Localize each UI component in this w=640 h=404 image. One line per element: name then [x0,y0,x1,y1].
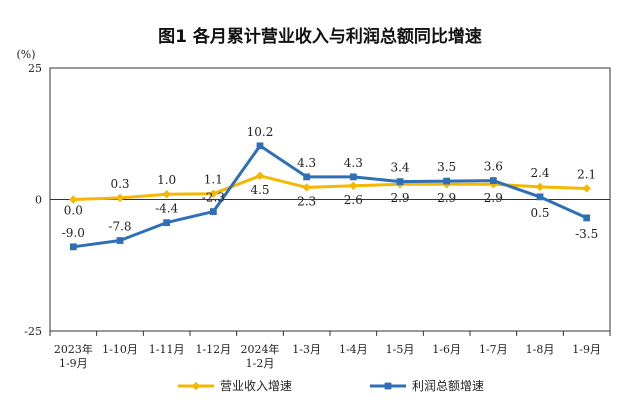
profit-point [209,208,217,215]
revenue-data-label: 2.9 [484,191,503,205]
profit-point [536,193,544,201]
x-tick-label: 1-7月 [479,343,508,356]
revenue-point [69,195,78,204]
profit-point [303,173,311,181]
revenue-data-label: 2.9 [390,191,409,205]
profit-data-label: -7.8 [108,220,131,234]
series-layer [50,142,610,251]
profit-data-label: -4.4 [155,202,179,216]
profit-point [583,214,591,222]
profit-point [489,177,497,184]
profit-data-label: 4.3 [344,156,363,170]
x-tick-label: 1-10月 [102,343,138,356]
profit-data-label: -3.5 [575,227,598,241]
revenue-point [162,190,171,199]
revenue-point [302,183,311,192]
y-axis-unit-label: (%) [16,48,35,61]
revenue-point [535,182,545,192]
x-tick-label: 1-12月 [195,343,231,356]
revenue-point [115,193,125,203]
profit-point [69,243,77,251]
revenue-data-label: 2.9 [437,191,456,205]
revenue-data-label: 0.3 [110,177,129,191]
profit-point [384,382,392,390]
revenue-data-label: 1.0 [157,173,176,187]
profit-growth-line [73,144,588,249]
x-tick-label: 2023年 1-9月 [54,342,93,370]
y-axis-ticks: 25 0 -25 [24,62,42,338]
legend-label: 利润总额增速 [412,379,484,393]
revenue-data-label: 2.6 [344,193,363,207]
profit-data-label: 4.3 [297,156,316,170]
x-tick-label: 1-9月 [572,343,601,356]
revenue-data-label: 2.3 [297,194,316,208]
x-tick-label: 1-5月 [386,343,415,356]
revenue-point [349,181,358,191]
x-tick-label: 1-11月 [149,343,185,356]
revenue-data-label: 4.5 [250,183,269,197]
y-tick-label: 25 [28,62,42,75]
revenue-data-label: 2.1 [577,167,596,181]
profit-data-label: 3.6 [484,160,503,174]
x-tick-label: 2024年 1-2月 [241,342,280,370]
revenue-point [191,381,201,391]
revenue-data-label: 0.0 [64,204,83,218]
revenue-data-label: 1.1 [204,173,223,187]
revenue-data-label: 2.4 [530,166,549,180]
profit-point [116,237,124,244]
profit-data-label: 3.5 [437,160,456,174]
profit-point [396,178,404,186]
y-tick-label: 0 [35,194,42,207]
profit-data-label: 10.2 [247,125,274,139]
x-tick-label: 1-6月 [432,343,461,356]
profit-data-label: -9.0 [62,226,85,240]
y-tick-label: -25 [24,325,42,338]
profit-data-label: 0.5 [530,206,549,220]
profit-point [349,173,357,181]
revenue-point [209,189,218,198]
profit-point [163,219,171,227]
revenue-point [255,171,265,181]
x-tick-label: 1-3月 [292,343,321,356]
x-axis-ticks: 2023年 1-9月 1-10月 1-11月 1-12月 2024年 1-2月 1-3月 1-4… [49,331,611,370]
profit-data-label: 3.4 [390,161,409,175]
data-labels-layer: 0.0 0.3 1.0 1.1 4.5 2.3 2.6 2.9 2.9 2.9 2.4 2.1 -9.0… [62,125,598,241]
x-tick-label: 1-8月 [526,343,555,356]
chart-title: 图1 各月累计营业收入与利润总额同比增速 [158,26,482,47]
legend: 营业收入增速 利润总额增速 [178,379,484,393]
x-tick-label: 1-4月 [339,343,368,356]
profit-point [443,177,451,185]
revenue-point [582,184,591,193]
profit-data-label: -2.3 [202,191,225,205]
legend-label: 营业收入增速 [220,379,292,393]
profit-point [256,142,264,150]
